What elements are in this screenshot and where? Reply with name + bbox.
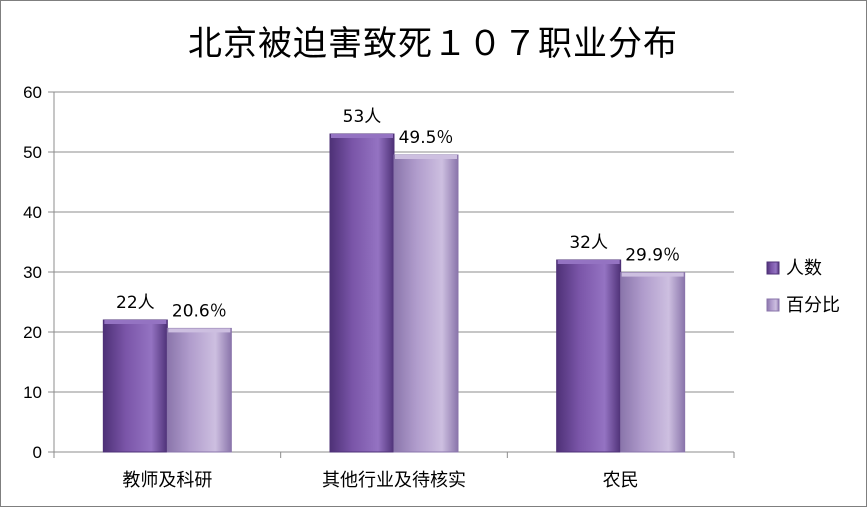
legend-label: 百分比 — [786, 295, 840, 316]
bar-top-highlight — [395, 155, 457, 159]
x-axis-categories: 教师及科研 其他行业及待核实 农民 — [122, 470, 638, 491]
y-tick-label: 20 — [23, 323, 42, 342]
y-tick-label: 30 — [23, 263, 42, 282]
y-tick-label: 40 — [23, 203, 42, 222]
data-label: 29.9％ — [625, 246, 680, 266]
bar-百分比-教师及科研 — [166, 327, 232, 453]
data-label: 20.6％ — [172, 301, 227, 321]
data-label: 53人 — [343, 107, 382, 127]
bar-top-highlight — [557, 260, 620, 264]
data-label: 22人 — [116, 293, 155, 313]
bar-人数-其他行业及待核实 — [329, 133, 395, 453]
y-tick-label: 10 — [23, 383, 42, 402]
bar-top-highlight — [104, 320, 167, 324]
category-label: 其他行业及待核实 — [322, 470, 466, 491]
y-tick-label: 0 — [33, 443, 42, 462]
bars — [102, 133, 686, 453]
legend-swatch — [766, 261, 780, 275]
category-label: 教师及科研 — [122, 470, 212, 491]
bar-top-highlight — [621, 272, 684, 277]
data-label: 49.5％ — [399, 128, 454, 148]
bar-人数-教师及科研 — [102, 319, 168, 453]
bar-人数-农民 — [556, 259, 622, 453]
bar-百分比-其他行业及待核实 — [393, 154, 459, 453]
y-tick-label: 60 — [23, 83, 42, 102]
bar-top-highlight — [331, 134, 393, 138]
bar-百分比-农民 — [620, 272, 686, 453]
data-labels: 22人 20.6％ 53人 49.5％ 32人 29.9％ — [116, 107, 680, 321]
data-label: 32人 — [569, 233, 608, 253]
bar-top-highlight — [168, 328, 231, 333]
category-label: 农民 — [603, 470, 639, 491]
y-tick-label: 50 — [23, 143, 42, 162]
y-axis-ticks: 0 10 20 30 40 50 60 — [23, 83, 54, 462]
legend-swatch — [766, 298, 780, 312]
legend-label: 人数 — [786, 258, 822, 279]
chart-title: 北京被迫害致死１０７职业分布 — [188, 24, 678, 64]
